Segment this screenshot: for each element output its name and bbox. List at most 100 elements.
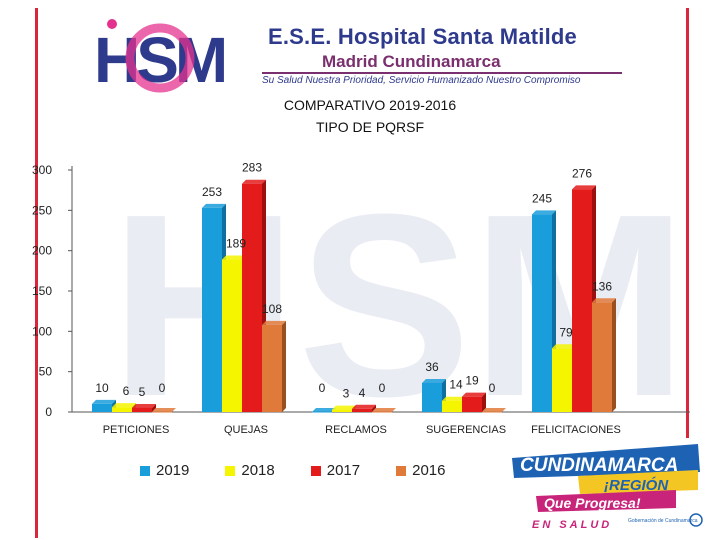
brand-divider	[262, 72, 622, 74]
x-category-label: RECLAMOS	[325, 424, 387, 436]
bar-side-face	[612, 298, 616, 412]
badge-blue-band	[512, 444, 700, 478]
bar-2019-quejas	[202, 207, 222, 412]
cundinamarca-badge: CUNDINAMARCA ¡REGIÓN Que Progresa! EN SA…	[512, 444, 703, 531]
x-category-label: FELICITACIONES	[531, 424, 621, 436]
legend: 2019 2018 2017 2016	[140, 462, 446, 479]
data-label: 276	[572, 166, 592, 180]
logo-pink-s-accent	[125, 23, 195, 93]
bar-top-face	[152, 408, 176, 412]
bar-top-face	[592, 298, 616, 303]
bar-2018-quejas	[222, 259, 242, 412]
bar-2016-reclamos	[372, 412, 392, 413]
bar-top-face	[482, 408, 506, 412]
legend-item-2016: 2016	[396, 462, 446, 479]
badge-line2: ¡REGIÓN	[604, 476, 669, 494]
bar-top-face	[422, 378, 446, 383]
badge-line4: EN SALUD	[532, 519, 612, 531]
bar-side-face	[152, 403, 156, 412]
legend-swatch	[140, 465, 150, 476]
hospital-slogan: Su Salud Nuestra Prioridad, Servicio Hum…	[262, 75, 581, 86]
bar-top-face	[462, 392, 486, 397]
bar-2017-reclamos	[352, 408, 372, 412]
y-tick-label: 50	[39, 365, 53, 379]
badge-magenta-band	[536, 490, 676, 512]
badge-yellow-band	[578, 470, 698, 494]
chart-bars	[92, 179, 616, 413]
bar-2019-sugerencias	[422, 382, 442, 412]
bar-2017-peticiones	[132, 407, 152, 412]
bar-2016-peticiones	[152, 412, 172, 413]
x-category-label: SUGERENCIAS	[426, 424, 506, 436]
badge-line1: CUNDINAMARCA	[520, 455, 678, 476]
bar-side-face	[282, 320, 286, 412]
bar-2016-felicitaciones	[592, 302, 612, 412]
x-category-label: PETICIONES	[103, 424, 170, 436]
bar-2018-sugerencias	[442, 400, 462, 412]
decorative-line-right	[686, 8, 689, 438]
logo-dot	[107, 19, 117, 29]
legend-label: 2019	[156, 462, 190, 479]
bar-2016-quejas	[262, 324, 282, 412]
bar-2018-reclamos	[332, 409, 352, 412]
y-tick-label: 250	[32, 203, 52, 217]
data-label: 136	[592, 279, 612, 293]
data-label: 14	[449, 378, 463, 392]
decorative-line-left	[35, 8, 38, 538]
data-label: 0	[319, 381, 326, 395]
bar-top-face	[572, 185, 596, 190]
data-label: 253	[202, 185, 222, 199]
bar-2016-sugerencias	[482, 412, 502, 413]
data-label: 10	[95, 381, 109, 395]
bar-top-face	[312, 408, 336, 412]
data-label: 283	[242, 161, 262, 175]
legend-label: 2017	[326, 462, 361, 479]
data-label: 0	[159, 381, 166, 395]
bar-2019-reclamos	[312, 412, 332, 413]
bar-top-face	[222, 255, 246, 260]
bar-side-face	[482, 392, 486, 412]
bar-2019-peticiones	[92, 403, 112, 412]
data-label: 5	[139, 385, 146, 399]
bar-top-face	[552, 344, 576, 349]
hsm-logo: HSM	[94, 19, 229, 96]
y-tick-label: 100	[32, 324, 52, 338]
y-tick-label: 150	[32, 284, 52, 298]
y-tick-label: 200	[32, 244, 52, 258]
chart-title: COMPARATIVO 2019-2016	[283, 97, 457, 113]
data-label: 4	[359, 386, 366, 400]
legend-swatch	[396, 465, 407, 476]
bar-top-face	[352, 404, 376, 409]
bar-2017-sugerencias	[462, 396, 482, 412]
bar-top-face	[442, 396, 466, 401]
bar-top-face	[532, 210, 556, 215]
bar-top-face	[372, 408, 396, 412]
legend-swatch	[310, 465, 321, 476]
bar-top-face	[242, 179, 266, 184]
data-label: 19	[465, 374, 479, 388]
data-label: 6	[123, 384, 130, 398]
data-label: 79	[559, 325, 573, 339]
data-label: 245	[532, 191, 552, 205]
legend-item-2017: 2017	[310, 462, 361, 479]
bar-top-face	[332, 405, 356, 410]
badge-line3: Que Progresa!	[544, 495, 641, 511]
hospital-name: E.S.E. Hospital Santa Matilde	[268, 24, 577, 49]
hospital-location: Madrid Cundinamarca	[322, 52, 501, 71]
chart-subtitle: TIPO DE PQRSF	[315, 119, 425, 135]
bar-2019-felicitaciones	[532, 214, 552, 412]
bar-top-face	[202, 203, 226, 208]
legend-label: 2016	[412, 462, 446, 479]
legend-item-2019: 2019	[140, 462, 189, 479]
data-label: 0	[379, 381, 386, 395]
legend-item-2018: 2018	[225, 462, 275, 479]
legend-swatch	[225, 465, 236, 476]
badge-small: Gobernación de Cundinamarca	[628, 518, 698, 524]
y-tick-label: 300	[32, 163, 52, 177]
y-tick-label: 0	[45, 405, 52, 419]
bar-side-face	[372, 404, 376, 412]
bar-2017-felicitaciones	[572, 189, 592, 412]
